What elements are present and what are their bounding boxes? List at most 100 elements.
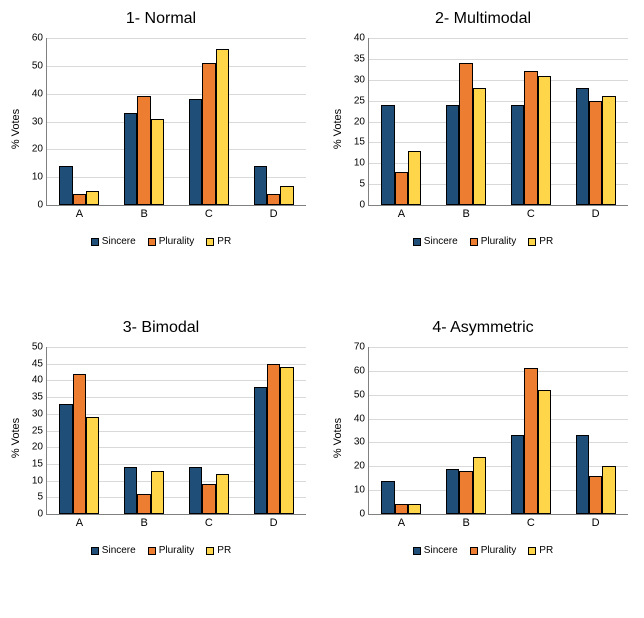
legend-item: PR xyxy=(206,545,231,556)
bar-sincere xyxy=(254,166,267,205)
ytick-label: 50 xyxy=(32,60,47,71)
ytick-label: 25 xyxy=(354,95,369,106)
bar-sincere xyxy=(124,113,137,205)
legend-item: Plurality xyxy=(470,545,517,556)
xtick-label: D xyxy=(270,514,278,529)
gridline xyxy=(47,122,306,123)
xtick-label: D xyxy=(592,514,600,529)
legend-label: Sincere xyxy=(424,236,458,247)
bar-plurality xyxy=(589,476,602,514)
legend-swatch xyxy=(91,547,99,555)
ytick-label: 20 xyxy=(354,116,369,127)
legend-label: PR xyxy=(539,236,553,247)
xtick-label: A xyxy=(76,514,83,529)
legend-item: Plurality xyxy=(148,236,195,247)
gridline xyxy=(47,177,306,178)
bar-pr xyxy=(473,88,486,205)
xtick-label: C xyxy=(205,205,213,220)
legend-swatch xyxy=(413,238,421,246)
xtick-label: D xyxy=(270,205,278,220)
legend-swatch xyxy=(528,547,536,555)
legend-label: Sincere xyxy=(102,236,136,247)
gridline xyxy=(369,466,628,467)
chart4-title: 4- Asymmetric xyxy=(326,319,640,337)
legend-swatch xyxy=(148,238,156,246)
legend-item: PR xyxy=(528,545,553,556)
bar-plurality xyxy=(589,101,602,205)
bar-sincere xyxy=(59,166,72,205)
legend-label: Sincere xyxy=(102,545,136,556)
legend-label: PR xyxy=(217,545,231,556)
gridline xyxy=(47,347,306,348)
bar-sincere xyxy=(189,467,202,514)
chart3-legend: SincerePluralityPR xyxy=(4,545,318,556)
bar-plurality xyxy=(395,504,408,514)
bar-sincere xyxy=(576,435,589,514)
chart4-legend: Sincere Plurality PR xyxy=(326,545,640,556)
ytick-label: 40 xyxy=(32,375,47,386)
gridline xyxy=(369,395,628,396)
chart3-plot: 05101520253035404550ABCD xyxy=(46,347,306,515)
ytick-label: 0 xyxy=(359,200,369,211)
chart2-plot: 0510152025303540ABCD xyxy=(368,38,628,206)
ytick-label: 60 xyxy=(32,33,47,44)
xtick-label: B xyxy=(462,514,469,529)
ytick-label: 20 xyxy=(32,144,47,155)
bar-plurality xyxy=(459,63,472,205)
chart4-plot-wrap: % Votes010203040506070ABCD xyxy=(332,343,634,533)
legend-label: PR xyxy=(217,236,231,247)
xtick-label: B xyxy=(140,205,147,220)
bar-plurality xyxy=(202,484,215,514)
ytick-label: 35 xyxy=(354,53,369,64)
xtick-label: D xyxy=(592,205,600,220)
bar-sincere xyxy=(446,105,459,205)
gridline xyxy=(47,94,306,95)
bar-sincere xyxy=(381,105,394,205)
bar-pr xyxy=(216,49,229,205)
bar-plurality xyxy=(524,368,537,514)
ytick-label: 30 xyxy=(354,437,369,448)
legend-item: PR xyxy=(206,236,231,247)
bar-plurality xyxy=(459,471,472,514)
chart4-panel: 4- Asymmetric% Votes010203040506070ABCDS… xyxy=(322,309,644,618)
bar-plurality xyxy=(395,172,408,205)
bar-sincere xyxy=(254,387,267,514)
chart3-title: 3- Bimodal xyxy=(4,319,318,337)
gridline xyxy=(47,38,306,39)
bar-plurality xyxy=(73,374,86,514)
legend-swatch xyxy=(528,238,536,246)
gridline xyxy=(369,80,628,81)
ytick-label: 30 xyxy=(354,74,369,85)
gridline xyxy=(369,347,628,348)
bar-plurality xyxy=(73,194,86,205)
gridline xyxy=(369,371,628,372)
xtick-label: A xyxy=(76,205,83,220)
bar-pr xyxy=(602,96,615,205)
ytick-label: 40 xyxy=(354,413,369,424)
bar-pr xyxy=(280,367,293,514)
xtick-label: C xyxy=(527,205,535,220)
legend-item: Sincere xyxy=(91,236,136,247)
legend-item: Sincere xyxy=(413,236,458,247)
ytick-label: 20 xyxy=(354,461,369,472)
chart2-plot-wrap: % Votes0510152025303540ABCD xyxy=(332,34,634,224)
bar-pr xyxy=(408,504,421,514)
xtick-label: C xyxy=(205,514,213,529)
bar-pr xyxy=(280,186,293,205)
ytick-label: 25 xyxy=(32,425,47,436)
ytick-label: 10 xyxy=(354,485,369,496)
ytick-label: 15 xyxy=(354,137,369,148)
legend-swatch xyxy=(206,238,214,246)
bar-pr xyxy=(216,474,229,514)
bar-plurality xyxy=(137,494,150,514)
legend-label: Plurality xyxy=(159,236,195,247)
legend-item: Sincere xyxy=(413,545,458,556)
ytick-label: 30 xyxy=(32,116,47,127)
bar-pr xyxy=(151,471,164,514)
ytick-label: 45 xyxy=(32,358,47,369)
legend-label: Plurality xyxy=(481,236,517,247)
chart1-panel: 1- Normal% Votes0102030405060ABCDSincere… xyxy=(0,0,322,309)
ytick-label: 40 xyxy=(32,88,47,99)
chart3-ylabel: % Votes xyxy=(10,418,22,458)
chart-grid: 1- Normal% Votes0102030405060ABCDSincere… xyxy=(0,0,644,618)
